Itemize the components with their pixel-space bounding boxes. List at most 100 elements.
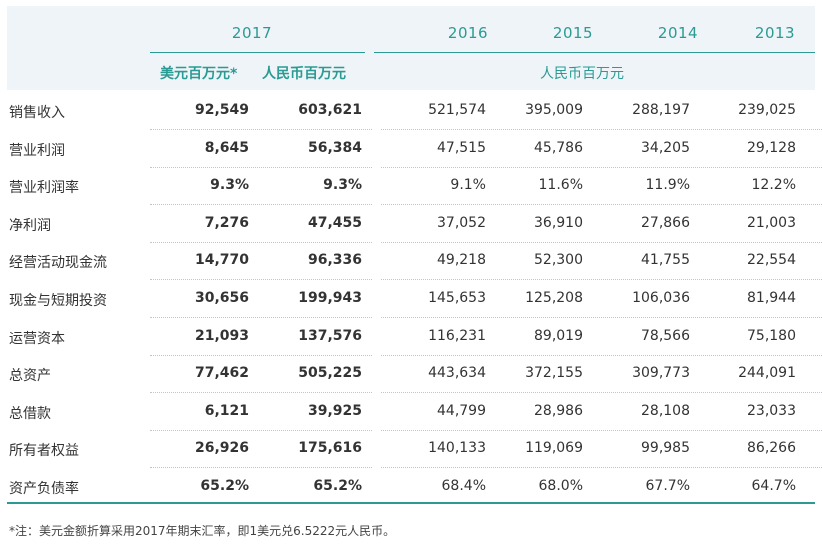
table-row: 营业利润 8,645 56,384 47,515 45,786 34,205 29,128 [7,131,822,169]
cell-2013: 21,003 [747,214,796,231]
cell-2014: 67.7% [645,478,690,494]
cell-2015: 372,155 [525,365,583,382]
cell-2014: 41,755 [641,252,690,269]
cell-rmb-2017: 137,576 [298,327,362,344]
cell-2015: 119,069 [525,440,583,457]
row-separator [150,354,372,357]
cell-2014: 28,108 [641,402,690,419]
cell-2015: 125,208 [525,290,583,306]
cell-rmb-2017: 505,225 [298,365,362,382]
row-separator [381,467,822,469]
cell-2013: 64.7% [751,478,796,494]
cell-2016: 140,133 [428,440,486,457]
cell-2016: 116,231 [428,327,486,344]
cell-2013: 12.2% [751,177,796,194]
table-row: 经营活动现金流 14,770 96,336 49,218 52,300 41,755 22,… [7,243,822,281]
cell-2016: 49,218 [437,252,486,269]
cell-rmb-2017: 65.2% [313,478,362,494]
cell-rmb-2017: 96,336 [307,252,362,269]
row-label: 总借款 [9,405,51,422]
cell-2016: 37,052 [437,214,486,231]
cell-usd-2017: 6,121 [204,402,249,419]
row-label: 销售收入 [9,105,65,121]
header-divider-other-years [374,52,815,53]
cell-rmb-2017: 199,943 [298,290,362,306]
row-separator [150,317,372,319]
cell-2014: 78,566 [641,327,690,344]
cell-usd-2017: 14,770 [194,252,249,269]
row-separator [150,204,372,206]
cell-rmb-2017: 175,616 [298,440,362,457]
cell-usd-2017: 77,462 [194,365,249,382]
table-row: 总借款 6,121 39,925 44,799 28,986 28,108 23,033 [7,394,822,432]
cell-2015: 28,986 [534,402,583,419]
table-row: 现金与短期投资 30,656 199,943 145,653 125,208 106,03… [7,281,822,319]
cell-rmb-2017: 47,455 [307,214,362,231]
year-2016-header: 2016 [447,24,489,42]
year-2014-header: 2014 [657,24,699,42]
row-separator [150,429,372,432]
cell-usd-2017: 26,926 [194,440,249,457]
unit-usd-label: 美元百万元* [160,66,238,82]
row-separator [381,429,822,432]
row-separator [381,241,822,244]
cell-2016: 521,574 [428,102,486,118]
row-separator [381,279,822,281]
cell-2013: 22,554 [747,252,796,269]
table-row: 净利润 7,276 47,455 37,052 36,910 27,866 21,003 [7,206,822,244]
cell-2015: 395,009 [525,102,583,118]
cell-usd-2017: 7,276 [204,214,249,231]
cell-2014: 11.9% [645,177,690,194]
table-header [7,6,815,90]
row-label: 总资产 [9,368,51,385]
row-separator [150,467,372,469]
cell-2013: 239,025 [738,102,796,118]
cell-2016: 443,634 [428,365,486,382]
cell-2014: 288,197 [632,102,690,118]
cell-2013: 244,091 [738,365,796,382]
row-separator [381,392,822,394]
cell-2014: 309,773 [632,365,690,382]
cell-usd-2017: 65.2% [200,478,249,494]
row-separator [381,129,822,131]
cell-2013: 23,033 [747,402,796,419]
cell-2015: 45,786 [534,139,583,156]
cell-2013: 81,944 [747,290,796,306]
row-separator [381,354,822,357]
table-row: 资产负债率 65.2% 65.2% 68.4% 68.0% 67.7% 64.7% [7,469,815,506]
year-2015-header: 2015 [552,24,594,42]
table-row: 运营资本 21,093 137,576 116,231 89,019 78,566 75,1… [7,319,822,357]
row-separator [381,204,822,206]
cell-rmb-2017: 603,621 [298,102,362,118]
table-bottom-border [7,502,815,504]
row-separator [150,241,372,244]
row-separator [150,392,372,394]
cell-2016: 68.4% [441,478,486,494]
table-row: 销售收入 92,549 603,621 521,574 395,009 288,197 23… [7,93,822,131]
cell-2014: 27,866 [641,214,690,231]
cell-2016: 145,653 [428,290,486,306]
row-label: 营业利润率 [9,180,79,197]
table-row: 营业利润率 9.3% 9.3% 9.1% 11.6% 11.9% 12.2% [7,168,822,206]
cell-2013: 29,128 [747,139,796,156]
row-label: 资产负债率 [9,481,79,497]
cell-2016: 44,799 [437,402,486,419]
cell-rmb-2017: 39,925 [307,402,362,419]
header-divider-2017 [150,52,365,53]
cell-2015: 68.0% [538,478,583,494]
cell-rmb-2017: 56,384 [307,139,362,156]
cell-2016: 9.1% [450,177,486,194]
row-separator [150,129,372,131]
cell-2016: 47,515 [437,139,486,156]
table-row: 所有者权益 26,926 175,616 140,133 119,069 99,985 86… [7,431,822,469]
cell-2014: 99,985 [641,440,690,457]
row-label: 现金与短期投资 [9,293,107,309]
row-label: 所有者权益 [9,443,79,460]
unit-rmb-other-label: 人民币百万元 [540,66,624,82]
row-separator [381,317,822,319]
cell-2014: 106,036 [632,290,690,306]
row-separator [150,166,372,169]
cell-rmb-2017: 9.3% [323,177,362,194]
cell-2013: 86,266 [747,440,796,457]
cell-usd-2017: 92,549 [194,102,249,118]
